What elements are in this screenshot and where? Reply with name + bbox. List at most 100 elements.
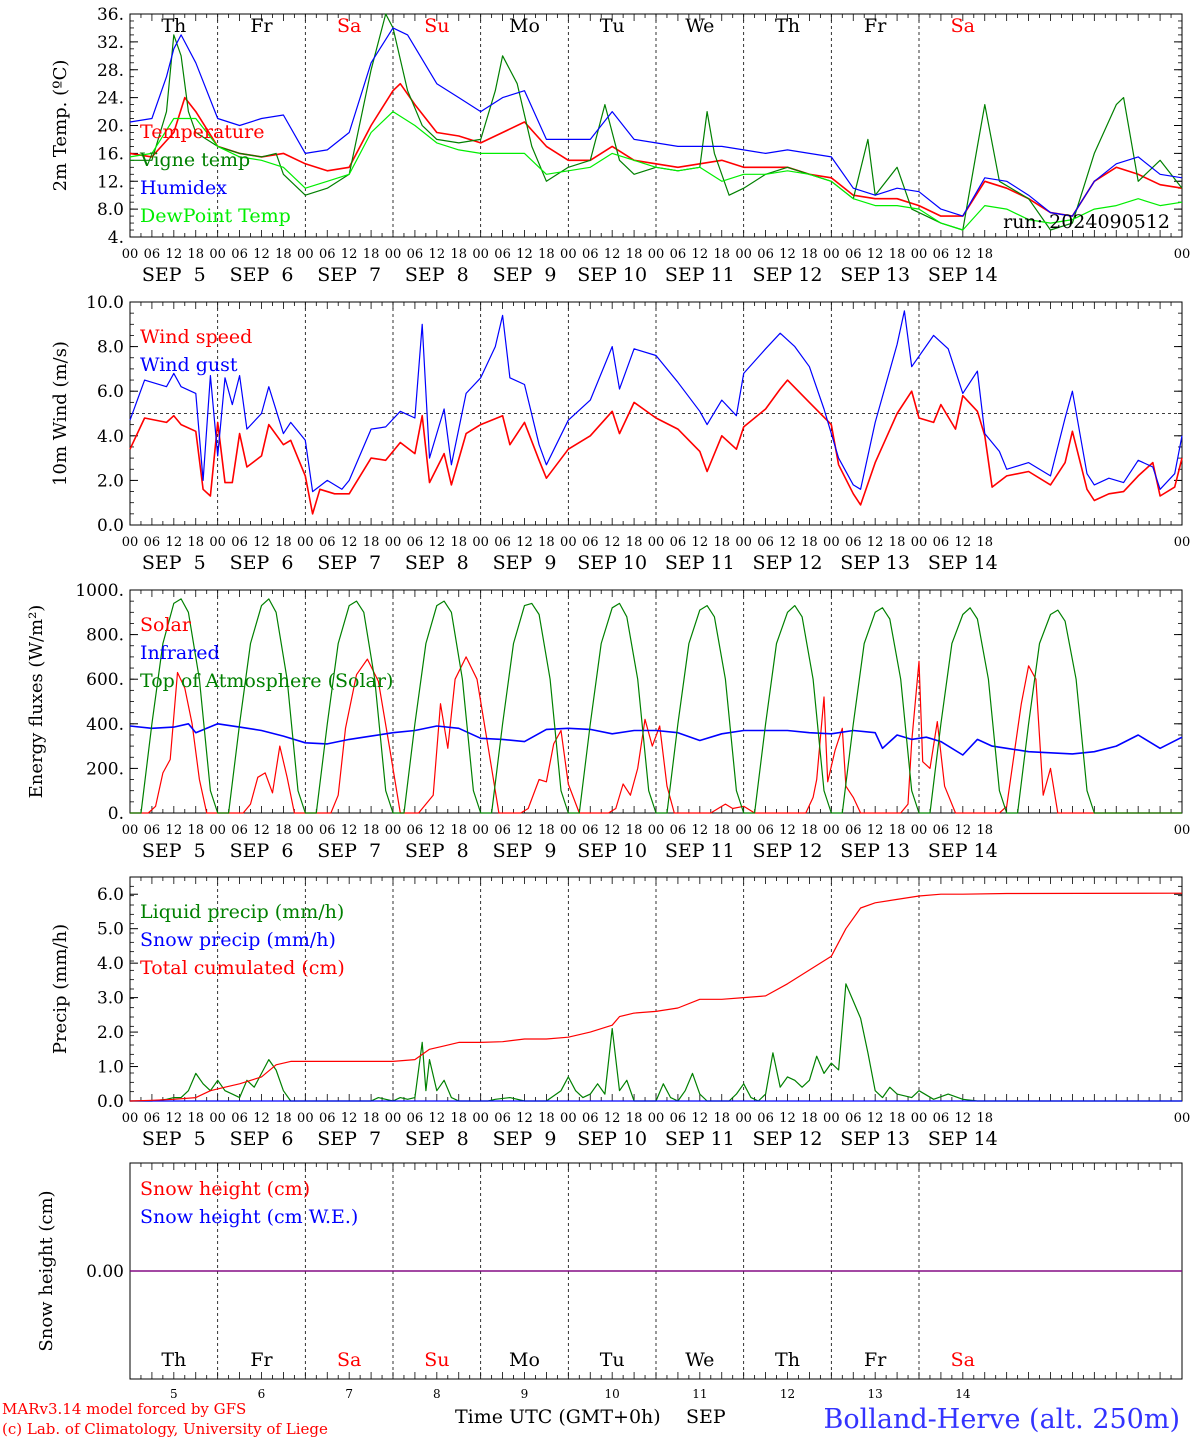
hour-tick-label: 06 bbox=[144, 823, 161, 838]
date-label: 10 bbox=[605, 1387, 620, 1401]
hour-tick-label: 00 bbox=[385, 1111, 402, 1126]
hour-tick-label: 06 bbox=[319, 535, 336, 550]
hour-tick-label: 00 bbox=[648, 535, 665, 550]
hour-tick-label: 06 bbox=[231, 535, 248, 550]
day-label: Th bbox=[775, 15, 800, 37]
hour-tick-label: 06 bbox=[670, 823, 687, 838]
hour-tick-label: 00 bbox=[472, 535, 489, 550]
hour-tick-label: 00 bbox=[1174, 1111, 1191, 1126]
hour-tick-label: 00 bbox=[122, 247, 139, 262]
day-label: Th bbox=[161, 1349, 186, 1371]
hour-tick-label: 12 bbox=[779, 1111, 796, 1126]
hour-tick-label: 00 bbox=[823, 1111, 840, 1126]
hour-tick-label: 00 bbox=[735, 247, 752, 262]
y-tick-label: 24. bbox=[97, 89, 124, 109]
date-label: SEP 14 bbox=[928, 1128, 998, 1150]
date-label: 13 bbox=[868, 1387, 883, 1401]
hour-tick-label: 06 bbox=[144, 1111, 161, 1126]
hour-tick-label: 00 bbox=[560, 535, 577, 550]
date-label: SEP 6 bbox=[230, 1128, 294, 1150]
y-tick-label: 1000. bbox=[75, 581, 124, 601]
hour-tick-label: 12 bbox=[253, 247, 270, 262]
hour-tick-label: 12 bbox=[253, 535, 270, 550]
series-dewpoint-temp bbox=[129, 110, 1183, 231]
day-label: Sa bbox=[951, 1349, 975, 1371]
hour-tick-label: 06 bbox=[231, 247, 248, 262]
hour-tick-label: 00 bbox=[560, 823, 577, 838]
station-name: Bolland-Herve (alt. 250m) bbox=[824, 1404, 1180, 1435]
hour-tick-label: 00 bbox=[472, 1111, 489, 1126]
hour-tick-label: 00 bbox=[385, 535, 402, 550]
hour-tick-label: 00 bbox=[297, 247, 314, 262]
day-label: Sa bbox=[951, 15, 975, 37]
legend-entry: Snow height (cm) bbox=[140, 1178, 310, 1200]
date-label: SEP 12 bbox=[753, 552, 823, 574]
run-label: run: 2024090512 bbox=[1003, 211, 1170, 233]
hour-tick-label: 00 bbox=[823, 535, 840, 550]
hour-tick-label: 18 bbox=[976, 1111, 993, 1126]
hour-tick-label: 00 bbox=[648, 247, 665, 262]
date-label: SEP 10 bbox=[577, 264, 647, 286]
date-label: SEP 6 bbox=[230, 264, 294, 286]
legend-entry: Wind speed bbox=[140, 326, 252, 348]
hour-tick-label: 06 bbox=[407, 247, 424, 262]
y-axis-label: Snow height (cm) bbox=[36, 1190, 57, 1351]
hour-tick-label: 06 bbox=[845, 247, 862, 262]
footer-model: MARv3.14 model forced by GFS bbox=[2, 1400, 246, 1418]
hour-tick-label: 00 bbox=[297, 535, 314, 550]
hour-tick-label: 18 bbox=[363, 247, 380, 262]
series-wind-speed bbox=[129, 379, 1183, 515]
day-label: Mo bbox=[509, 15, 540, 37]
day-label: Fr bbox=[250, 15, 273, 37]
y-tick-label: 600. bbox=[86, 670, 124, 690]
date-label: SEP 8 bbox=[405, 840, 469, 862]
hour-tick-label: 18 bbox=[450, 535, 467, 550]
hour-tick-label: 18 bbox=[187, 823, 204, 838]
y-tick-label: 800. bbox=[86, 626, 124, 646]
hour-tick-label: 18 bbox=[275, 535, 292, 550]
hour-tick-label: 18 bbox=[538, 247, 555, 262]
hour-tick-label: 12 bbox=[604, 1111, 621, 1126]
hour-tick-label: 18 bbox=[450, 823, 467, 838]
hour-tick-label: 06 bbox=[670, 1111, 687, 1126]
panel-frame bbox=[129, 13, 1183, 238]
hour-tick-label: 12 bbox=[429, 823, 446, 838]
y-tick-label: 12. bbox=[97, 172, 124, 192]
hour-tick-label: 06 bbox=[757, 1111, 774, 1126]
date-label: SEP 5 bbox=[142, 264, 206, 286]
date-label: 6 bbox=[258, 1387, 266, 1401]
hour-tick-label: 18 bbox=[450, 1111, 467, 1126]
hour-tick-label: 18 bbox=[801, 535, 818, 550]
hour-tick-label: 12 bbox=[692, 823, 709, 838]
hour-tick-label: 00 bbox=[209, 535, 226, 550]
date-label: SEP 13 bbox=[840, 552, 910, 574]
hour-tick-label: 06 bbox=[845, 823, 862, 838]
hour-tick-label: 06 bbox=[494, 823, 511, 838]
hour-tick-label: 06 bbox=[144, 247, 161, 262]
date-label: SEP 12 bbox=[753, 1128, 823, 1150]
hour-tick-label: 12 bbox=[166, 1111, 183, 1126]
series-solar bbox=[130, 656, 1182, 814]
y-tick-label: 16. bbox=[97, 144, 124, 164]
y-tick-label: 28. bbox=[97, 61, 124, 81]
day-label: Th bbox=[775, 1349, 800, 1371]
date-label: SEP 11 bbox=[665, 1128, 735, 1150]
hour-tick-label: 00 bbox=[823, 823, 840, 838]
date-label: SEP 11 bbox=[665, 264, 735, 286]
hour-tick-label: 06 bbox=[407, 1111, 424, 1126]
hour-tick-label: 06 bbox=[319, 1111, 336, 1126]
date-label: SEP 8 bbox=[405, 1128, 469, 1150]
day-label: Mo bbox=[509, 1349, 540, 1371]
hour-tick-label: 06 bbox=[670, 535, 687, 550]
date-label: 8 bbox=[433, 1387, 441, 1401]
hour-tick-label: 00 bbox=[385, 247, 402, 262]
hour-tick-label: 18 bbox=[976, 823, 993, 838]
hour-tick-label: 06 bbox=[407, 823, 424, 838]
date-label: SEP 7 bbox=[317, 264, 381, 286]
hour-tick-label: 18 bbox=[801, 247, 818, 262]
legend-entry: Vigne temp bbox=[139, 149, 250, 171]
date-label: SEP 5 bbox=[142, 840, 206, 862]
hour-tick-label: 00 bbox=[472, 247, 489, 262]
hour-tick-label: 12 bbox=[955, 823, 972, 838]
